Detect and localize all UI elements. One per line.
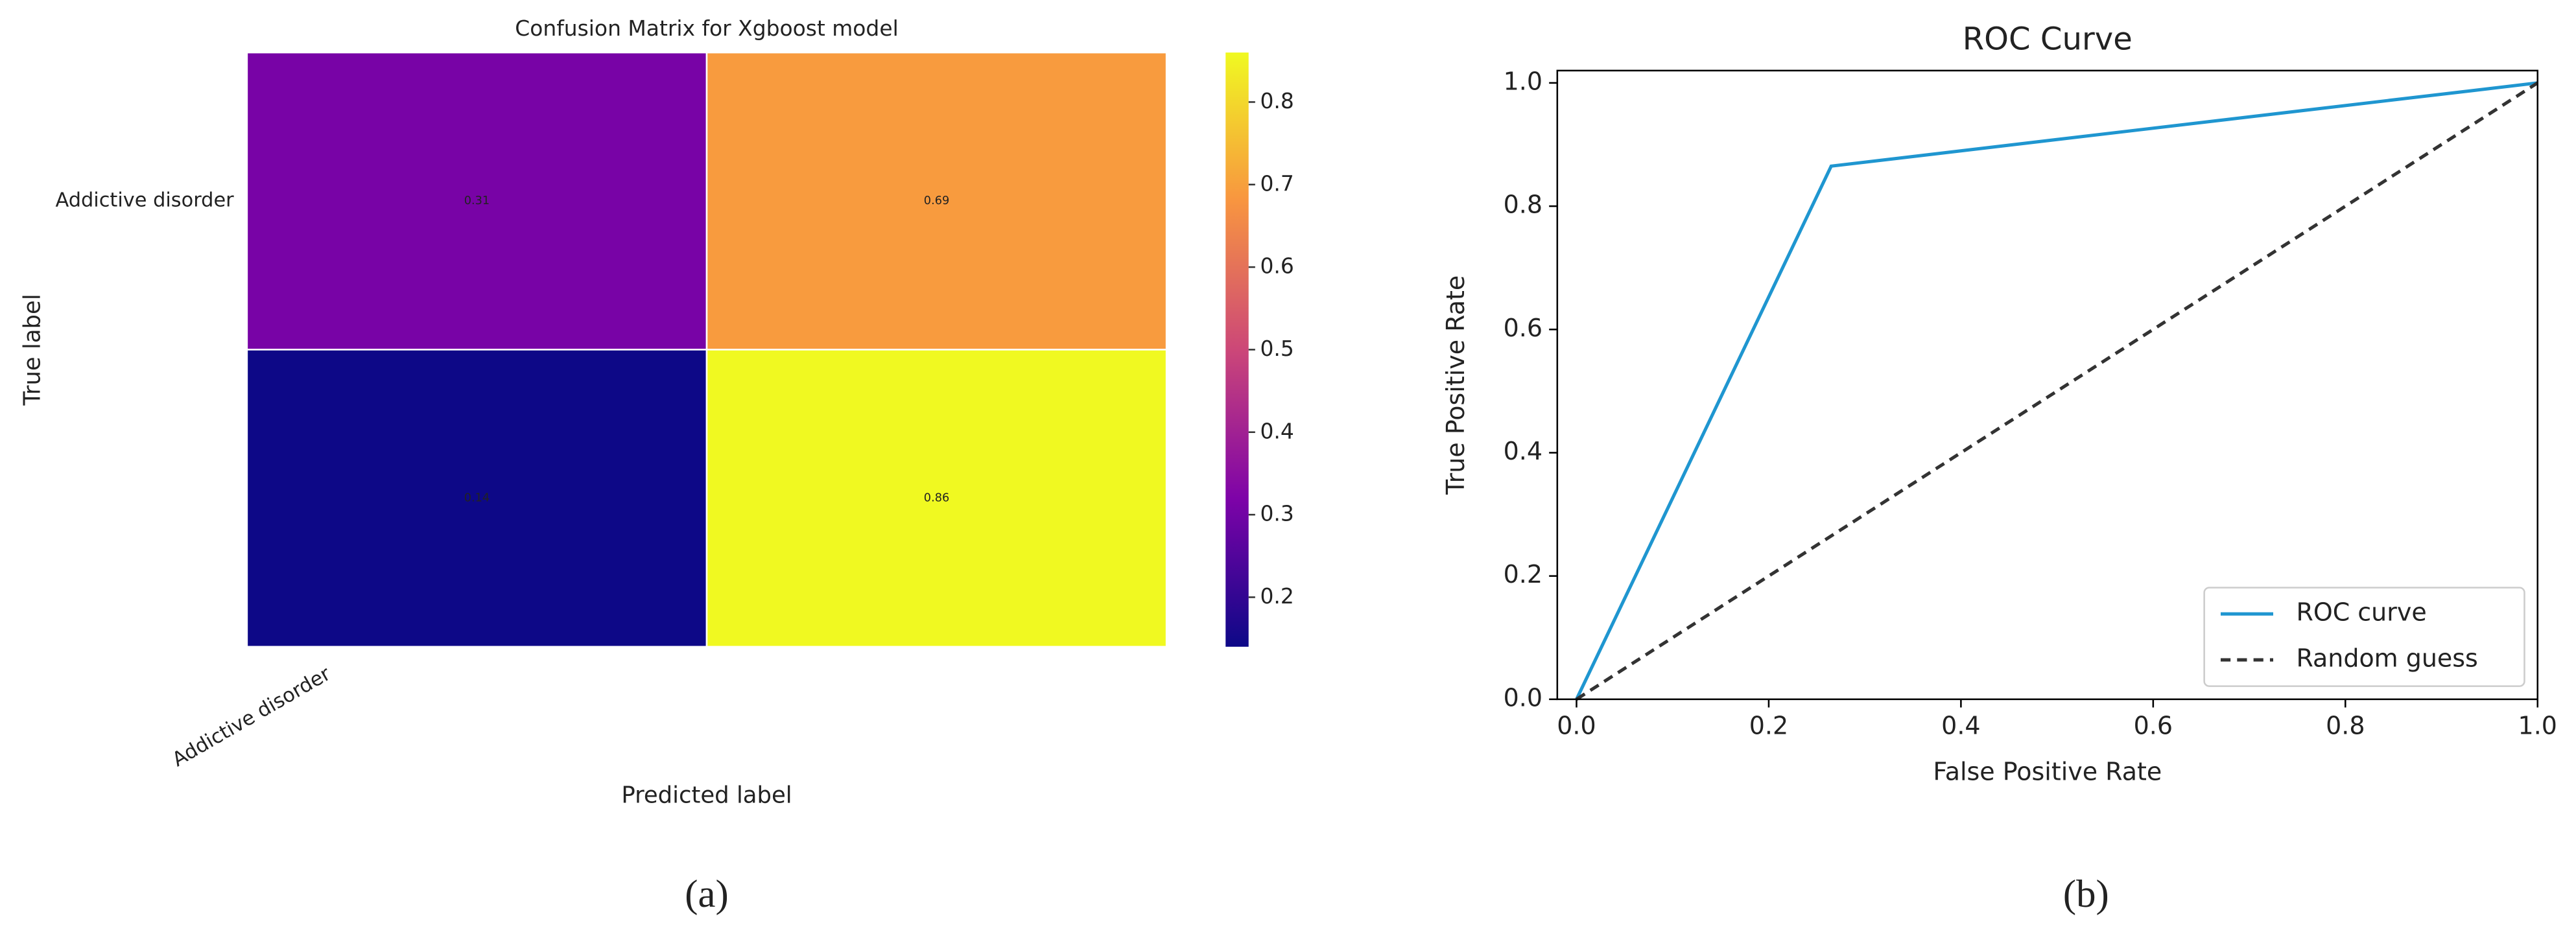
x-tick-label: 0.6 xyxy=(2134,711,2173,740)
y-tick-label: 0.6 xyxy=(1504,314,1542,342)
colorbar xyxy=(1225,53,1249,647)
x-tick-label: 1.0 xyxy=(2518,711,2557,740)
x-axis-label: False Positive Rate xyxy=(1933,757,2162,786)
x-axis-label: Predicted label xyxy=(621,782,792,808)
colorbar-tick-label: 0.3 xyxy=(1260,501,1294,526)
legend-label: ROC curve xyxy=(2296,598,2426,627)
cell-label: 0.86 xyxy=(924,492,949,505)
colorbar-tick-label: 0.5 xyxy=(1260,336,1294,361)
panel-label: (b) xyxy=(2063,872,2109,916)
x-tick-label: Addictive disorder xyxy=(169,662,335,771)
y-axis-label: True label xyxy=(19,294,46,406)
heatmap-cell xyxy=(705,349,1168,648)
chart-title: ROC Curve xyxy=(1963,21,2133,57)
x-tick-label: 0.8 xyxy=(2326,711,2365,740)
y-tick-label: 0.2 xyxy=(1504,560,1542,589)
y-tick-label: 0.8 xyxy=(1504,191,1542,219)
x-tick-label: 0.4 xyxy=(1941,711,1980,740)
plot-frame xyxy=(1556,69,2539,701)
x-tick-label: 0.2 xyxy=(1749,711,1788,740)
colorbar-tick-label: 0.2 xyxy=(1260,583,1294,609)
colorbar-tick-label: 0.7 xyxy=(1260,170,1294,196)
line xyxy=(1575,81,2538,700)
cell-label: 0.69 xyxy=(924,194,949,207)
colorbar-tick-label: 0.6 xyxy=(1260,253,1294,279)
x-tick-label: 0.0 xyxy=(1557,711,1596,740)
chart-title: Confusion Matrix for Xgboost model xyxy=(515,16,898,41)
y-tick-label: Addictive disorder xyxy=(55,189,234,212)
heatmap-cell xyxy=(246,349,708,648)
heatmap-cell xyxy=(705,51,1168,351)
y-tick-label: 0.0 xyxy=(1504,683,1542,712)
y-axis-label: True Positive Rate xyxy=(1441,275,1470,495)
y-tick-label: 0.4 xyxy=(1504,437,1542,465)
legend-box xyxy=(2203,587,2525,687)
legend-label: Random guess xyxy=(2296,644,2477,673)
colorbar-tick-label: 0.8 xyxy=(1260,88,1294,113)
cell-label: 0.14 xyxy=(464,492,490,505)
heatmap-cell xyxy=(246,51,708,351)
y-tick-label: 1.0 xyxy=(1504,67,1542,95)
colorbar-tick-label: 0.4 xyxy=(1260,418,1294,443)
line xyxy=(1576,81,2539,701)
cell-label: 0.31 xyxy=(464,194,490,207)
panel-label: (a) xyxy=(685,872,728,916)
